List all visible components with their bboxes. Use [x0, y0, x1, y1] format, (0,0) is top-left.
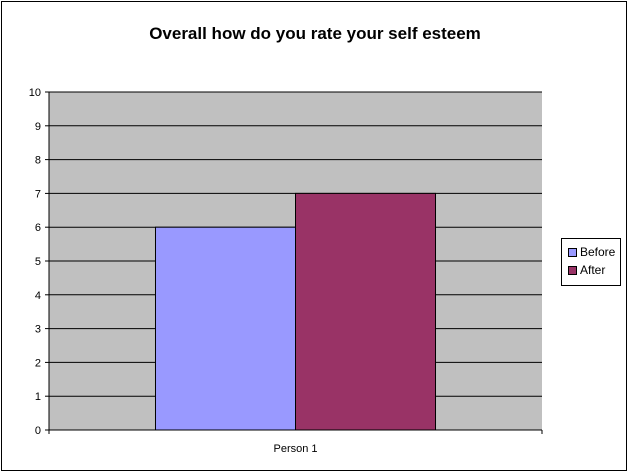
y-tick-label-10: 10 [29, 87, 41, 99]
y-tick-label-4: 4 [35, 290, 41, 302]
legend-label-before: Before [580, 245, 616, 259]
legend-swatch-before [568, 247, 577, 257]
y-tick-label-2: 2 [35, 357, 41, 369]
y-tick-label-0: 0 [35, 425, 41, 437]
legend-item-after: After [568, 261, 620, 279]
chart-title: Overall how do you rate your self esteem [149, 24, 481, 43]
bar-before-0 [154, 226, 296, 431]
y-tick-label-5: 5 [35, 256, 41, 268]
y-tick-label-3: 3 [35, 324, 41, 336]
legend-item-before: Before [568, 243, 620, 261]
legend-swatch-after [568, 265, 577, 275]
legend: Before After [561, 238, 621, 286]
legend-label-after: After [580, 263, 606, 277]
x-tick-label-0: Person 1 [273, 443, 317, 455]
y-tick-label-7: 7 [35, 188, 41, 200]
y-tick-label-6: 6 [35, 222, 41, 234]
y-tick-label-8: 8 [35, 155, 41, 167]
y-tick-label-9: 9 [35, 121, 41, 133]
bar-after-0 [295, 192, 437, 431]
y-tick-label-1: 1 [35, 391, 41, 403]
